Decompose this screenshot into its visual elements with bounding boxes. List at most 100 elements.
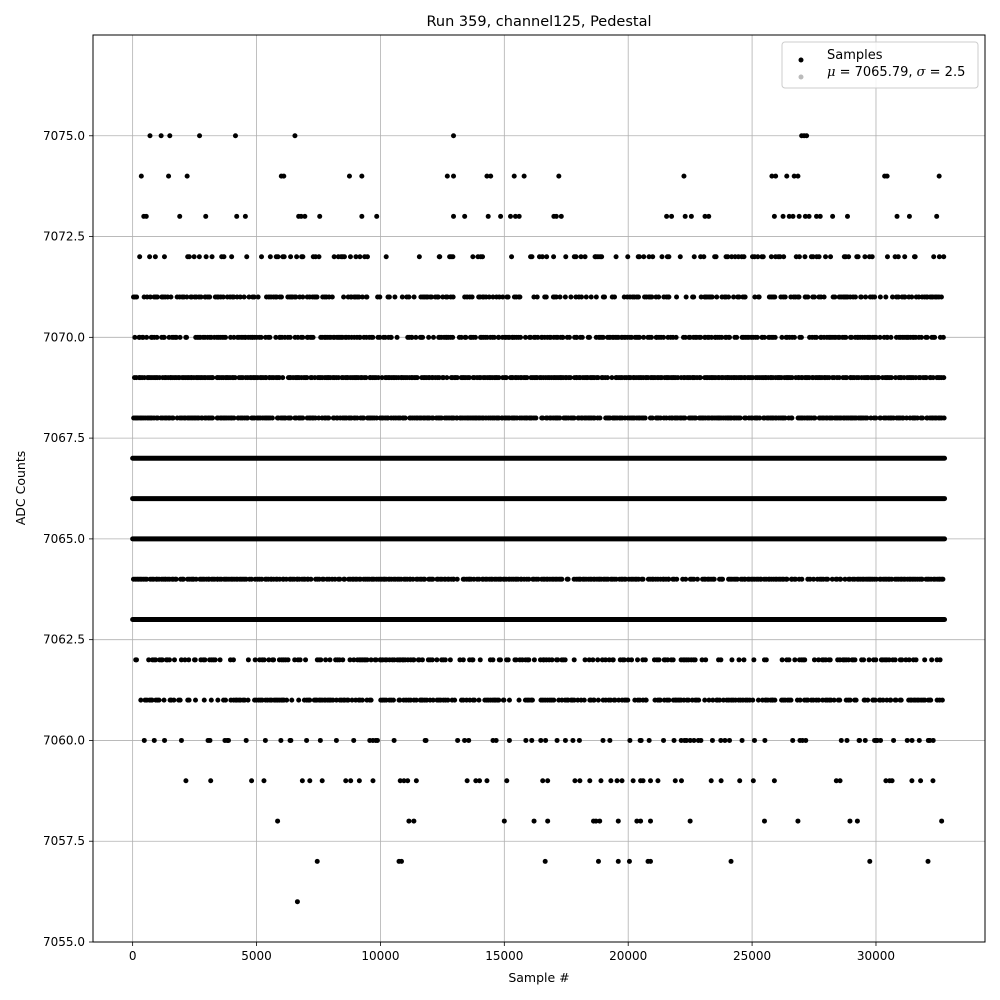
data-point	[636, 334, 642, 340]
data-point	[674, 576, 680, 582]
data-point	[207, 737, 213, 743]
data-point	[736, 657, 742, 663]
data-point	[846, 254, 852, 260]
data-point	[894, 213, 900, 219]
data-point	[147, 254, 153, 260]
data-point	[924, 334, 930, 340]
data-point	[430, 334, 436, 340]
data-point	[936, 254, 942, 260]
data-point	[356, 778, 362, 784]
data-point	[691, 737, 697, 743]
data-point	[141, 737, 147, 743]
data-point	[938, 294, 944, 300]
data-point	[772, 697, 778, 703]
data-point	[476, 697, 482, 703]
data-point	[170, 415, 176, 421]
data-point	[248, 576, 254, 582]
data-point	[356, 294, 362, 300]
data-point	[455, 737, 461, 743]
y-tick-label: 7067.5	[43, 431, 85, 445]
data-point	[146, 657, 152, 663]
data-point	[559, 576, 565, 582]
data-point	[888, 334, 894, 340]
data-point	[666, 697, 672, 703]
data-point	[351, 657, 357, 663]
data-point	[902, 294, 908, 300]
data-point	[460, 657, 466, 663]
data-point	[941, 415, 947, 421]
data-point	[516, 697, 522, 703]
data-point	[556, 173, 562, 179]
data-point	[411, 657, 417, 663]
data-point	[939, 818, 945, 824]
data-point	[587, 334, 593, 340]
data-point	[359, 294, 365, 300]
data-point	[600, 737, 606, 743]
data-point	[490, 657, 496, 663]
data-point	[853, 697, 859, 703]
data-point	[567, 375, 573, 381]
data-point	[937, 657, 943, 663]
data-point	[454, 375, 460, 381]
data-point	[359, 697, 365, 703]
data-point	[540, 778, 546, 784]
data-point	[630, 778, 636, 784]
data-point	[506, 737, 512, 743]
data-point	[782, 294, 788, 300]
data-point	[511, 173, 517, 179]
data-point	[913, 657, 919, 663]
data-point	[166, 173, 172, 179]
data-point	[177, 697, 183, 703]
data-point	[588, 294, 594, 300]
data-point	[643, 697, 649, 703]
data-point	[246, 294, 252, 300]
data-point	[934, 213, 940, 219]
data-point	[849, 334, 855, 340]
data-point	[629, 334, 635, 340]
data-point	[768, 254, 774, 260]
data-point	[300, 334, 306, 340]
data-point	[354, 415, 360, 421]
data-point	[655, 778, 661, 784]
data-point	[318, 657, 324, 663]
data-point	[484, 778, 490, 784]
data-point	[314, 858, 320, 864]
data-point	[789, 415, 795, 421]
x-tick-label: 5000	[241, 949, 272, 963]
data-point	[419, 657, 425, 663]
data-point	[166, 657, 172, 663]
data-point	[755, 697, 761, 703]
data-point	[345, 697, 351, 703]
data-point	[884, 334, 890, 340]
data-point	[813, 334, 819, 340]
data-point	[144, 576, 150, 582]
data-point	[484, 173, 490, 179]
x-axis-label: Sample #	[508, 970, 569, 985]
data-point	[505, 657, 511, 663]
data-point	[288, 415, 294, 421]
data-point	[406, 294, 412, 300]
data-point	[842, 576, 848, 582]
data-point	[781, 254, 787, 260]
data-point	[496, 375, 502, 381]
data-point	[267, 334, 273, 340]
data-point	[741, 254, 747, 260]
data-point	[203, 213, 209, 219]
data-point	[736, 294, 742, 300]
data-point	[638, 818, 644, 824]
data-point	[565, 576, 571, 582]
data-point	[872, 294, 878, 300]
data-point	[562, 737, 568, 743]
data-point	[524, 375, 530, 381]
data-point	[909, 737, 915, 743]
data-point	[646, 254, 652, 260]
y-tick-label: 7062.5	[43, 633, 85, 647]
data-point	[598, 778, 604, 784]
data-point	[786, 213, 792, 219]
data-point	[444, 173, 450, 179]
data-point	[802, 254, 808, 260]
data-point	[538, 737, 544, 743]
data-point	[751, 737, 757, 743]
data-point	[941, 375, 947, 381]
data-point	[458, 334, 464, 340]
